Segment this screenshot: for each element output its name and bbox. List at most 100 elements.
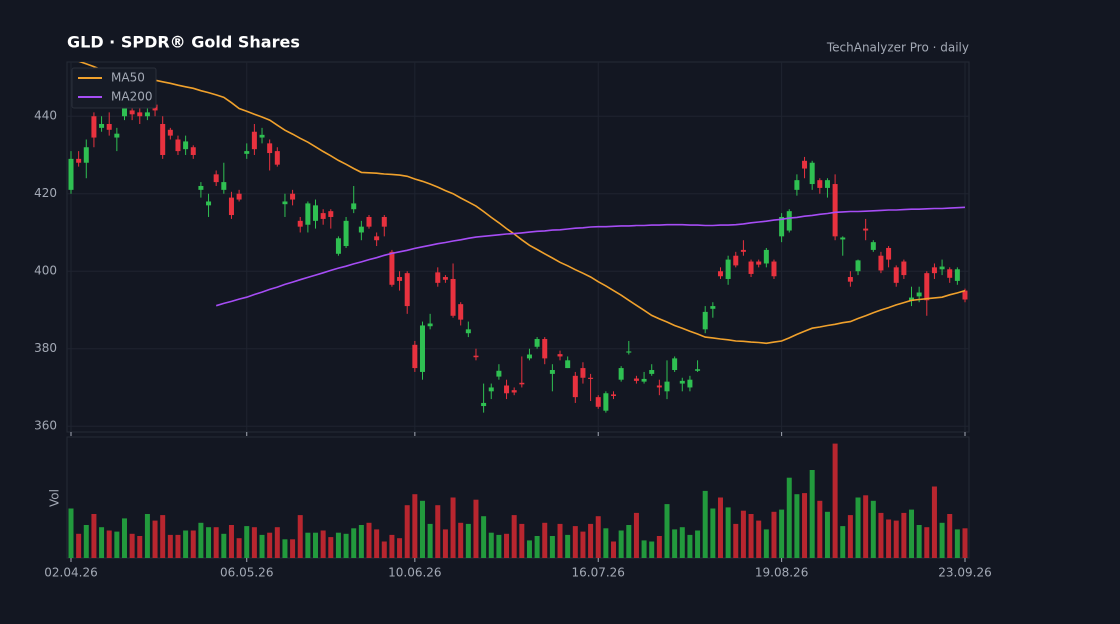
candle-body xyxy=(572,375,578,398)
candle-body xyxy=(534,339,540,347)
candle-body xyxy=(878,255,884,271)
candle-body xyxy=(221,182,227,190)
volume-bar xyxy=(534,536,540,558)
legend-label: MA50 xyxy=(111,71,145,85)
volume-bar xyxy=(198,522,204,558)
volume-bar xyxy=(251,527,257,558)
candle-body xyxy=(794,180,800,190)
candle-body xyxy=(847,277,853,282)
volume-bar xyxy=(824,511,830,558)
volume-bar xyxy=(786,477,792,558)
volume-bar xyxy=(404,505,410,558)
volume-bar xyxy=(236,538,242,558)
candle-body xyxy=(855,260,861,272)
candle-body xyxy=(450,278,456,316)
candle-body xyxy=(526,354,532,359)
volume-bar xyxy=(412,494,418,558)
candle-body xyxy=(213,174,219,183)
candle-body xyxy=(939,266,945,270)
candle-body xyxy=(366,216,372,227)
candle-body xyxy=(305,203,311,225)
volume-bar xyxy=(290,539,296,558)
candle-body xyxy=(809,162,815,185)
volume-bar xyxy=(733,523,739,558)
candle-body xyxy=(244,151,250,154)
candle-body xyxy=(206,201,212,206)
candle-body xyxy=(397,277,403,281)
volume-bar xyxy=(672,529,678,558)
candle-body xyxy=(626,351,632,353)
volume-bar xyxy=(458,522,464,558)
chart-title: GLD · SPDR® Gold Shares xyxy=(67,33,300,52)
volume-bar xyxy=(305,532,311,558)
volume-bar xyxy=(160,515,166,558)
candle-body xyxy=(924,273,930,301)
volume-bar xyxy=(121,518,127,558)
volume-bar xyxy=(947,514,953,558)
volume-bar xyxy=(397,538,403,558)
candle-body xyxy=(710,306,716,309)
volume-bar xyxy=(748,514,754,558)
candle-body xyxy=(641,378,647,382)
volume-bar xyxy=(664,504,670,558)
volume-bar xyxy=(465,523,471,558)
volume-bar xyxy=(649,541,655,558)
volume-bar xyxy=(931,486,937,558)
candle-body xyxy=(649,370,655,374)
volume-bar xyxy=(473,499,479,558)
volume-bar xyxy=(206,527,212,558)
volume-bar xyxy=(83,525,89,558)
volume-bar xyxy=(878,512,884,558)
candle-body xyxy=(664,381,670,392)
candle-body xyxy=(83,147,89,163)
volume-bar xyxy=(572,526,578,558)
y-tick-label: 440 xyxy=(34,109,57,123)
candle-body xyxy=(465,329,471,334)
candle-body xyxy=(381,216,387,227)
candle-body xyxy=(695,369,701,371)
candle-body xyxy=(748,261,754,274)
volume-bar xyxy=(565,534,571,558)
volume-bar xyxy=(343,533,349,558)
volume-bar xyxy=(832,443,838,558)
candle-body xyxy=(106,123,112,130)
volume-bar xyxy=(282,539,288,558)
volume-bar xyxy=(840,526,846,558)
candle-body xyxy=(633,378,639,381)
volume-bar xyxy=(374,529,380,558)
candle-body xyxy=(580,368,586,378)
x-tick-label: 16.07.26 xyxy=(572,566,625,580)
candle-body xyxy=(870,242,876,250)
volume-bar xyxy=(68,508,74,558)
volume-bar xyxy=(756,520,762,558)
volume-bar xyxy=(771,511,777,558)
candle-body xyxy=(740,249,746,252)
volume-bar xyxy=(802,493,808,558)
candle-body xyxy=(763,249,769,264)
volume-bar xyxy=(924,527,930,558)
candle-body xyxy=(473,355,479,358)
volume-bar xyxy=(190,530,196,558)
candle-body xyxy=(274,151,280,165)
candle-body xyxy=(519,382,525,385)
volume-bar xyxy=(702,490,708,558)
volume-bar xyxy=(435,505,441,558)
volume-bar xyxy=(389,534,395,558)
volume-bar xyxy=(450,497,456,558)
volume-bar xyxy=(939,522,945,558)
volume-bar xyxy=(893,520,899,558)
volume-bar xyxy=(274,527,280,558)
volume-bar xyxy=(863,495,869,558)
volume-bar xyxy=(656,536,662,558)
volume-bar xyxy=(519,523,525,558)
volume-bar xyxy=(213,527,219,558)
volume-bar xyxy=(76,533,82,558)
candle-body xyxy=(160,123,166,155)
candle-body xyxy=(76,158,82,163)
candle-body xyxy=(335,238,341,254)
candle-body xyxy=(893,267,899,283)
candle-body xyxy=(167,129,173,136)
candle-body xyxy=(259,134,265,138)
volume-bar xyxy=(679,527,685,558)
